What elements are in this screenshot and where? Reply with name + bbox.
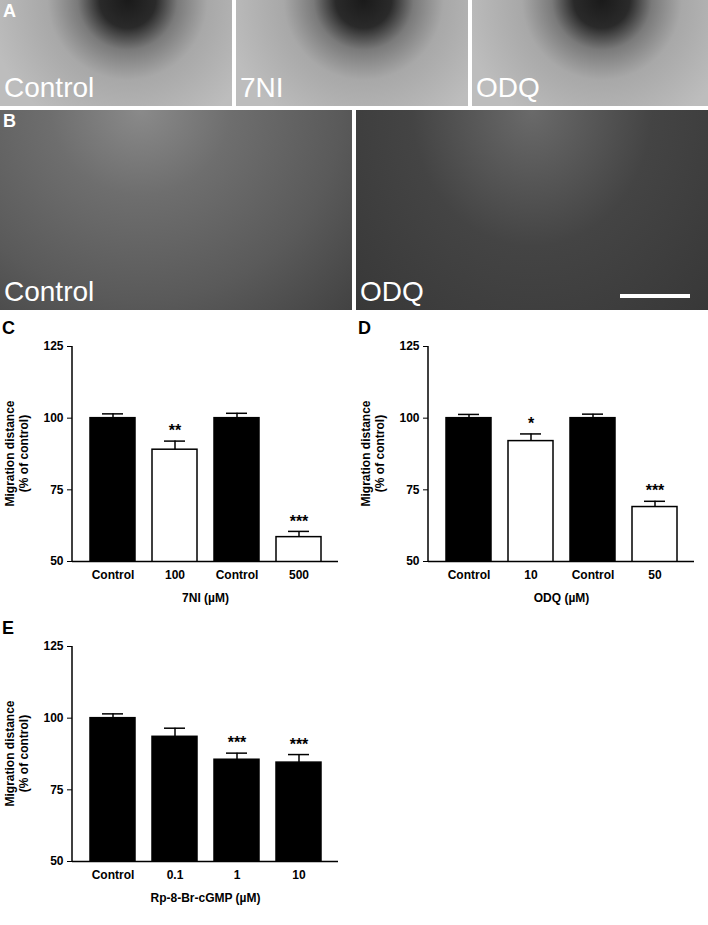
svg-text:Migration distance(% of contro: Migration distance(% of control): [359, 400, 387, 506]
svg-text:10: 10: [524, 568, 538, 582]
html-text:D: D: [358, 318, 371, 338]
html-text:7NI: 7NI: [240, 72, 284, 103]
html-text:ODQ: ODQ: [476, 72, 540, 103]
svg-text:125: 125: [43, 339, 63, 353]
html-text:B: B: [3, 111, 16, 131]
svg-text:100: 100: [43, 711, 63, 725]
svg-text:50: 50: [50, 854, 64, 868]
svg-text:Control: Control: [216, 568, 259, 582]
svg-text:***: ***: [646, 482, 665, 499]
svg-text:125: 125: [43, 639, 63, 653]
svg-text:100: 100: [43, 411, 63, 425]
html-text:C: C: [2, 318, 15, 338]
svg-text:Migration distance(% of contro: Migration distance(% of control): [3, 700, 31, 806]
svg-text:***: ***: [228, 734, 247, 751]
svg-text:125: 125: [399, 339, 419, 353]
svg-text:Control: Control: [448, 568, 491, 582]
svg-text:50: 50: [406, 554, 420, 568]
svg-text:0.1: 0.1: [167, 868, 184, 882]
svg-text:50: 50: [50, 554, 64, 568]
svg-text:7NI (µM): 7NI (µM): [182, 591, 229, 605]
html-text:ODQ: ODQ: [360, 276, 424, 307]
svg-text:500: 500: [289, 568, 309, 582]
svg-text:75: 75: [50, 783, 64, 797]
html-text:Control: Control: [4, 276, 95, 307]
svg-text:Control: Control: [572, 568, 615, 582]
html-text:E: E: [2, 618, 14, 638]
svg-text:**: **: [169, 422, 182, 439]
svg-text:Control: Control: [92, 868, 135, 882]
svg-text:100: 100: [399, 411, 419, 425]
html-text:A: A: [3, 1, 16, 21]
svg-text:Control: Control: [92, 568, 135, 582]
svg-text:*: *: [528, 415, 535, 432]
svg-text:50: 50: [648, 568, 662, 582]
svg-text:Rp-8-Br-cGMP (µM): Rp-8-Br-cGMP (µM): [150, 891, 260, 905]
svg-text:1: 1: [234, 868, 241, 882]
svg-text:10: 10: [292, 868, 306, 882]
svg-text:***: ***: [290, 736, 309, 753]
svg-text:***: ***: [290, 513, 309, 530]
svg-text:ODQ (µM): ODQ (µM): [534, 591, 590, 605]
html-text:Control: Control: [4, 72, 95, 103]
svg-text:75: 75: [50, 483, 64, 497]
svg-text:75: 75: [406, 483, 420, 497]
svg-text:Migration distance(% of contro: Migration distance(% of control): [3, 400, 31, 506]
svg-text:100: 100: [165, 568, 185, 582]
